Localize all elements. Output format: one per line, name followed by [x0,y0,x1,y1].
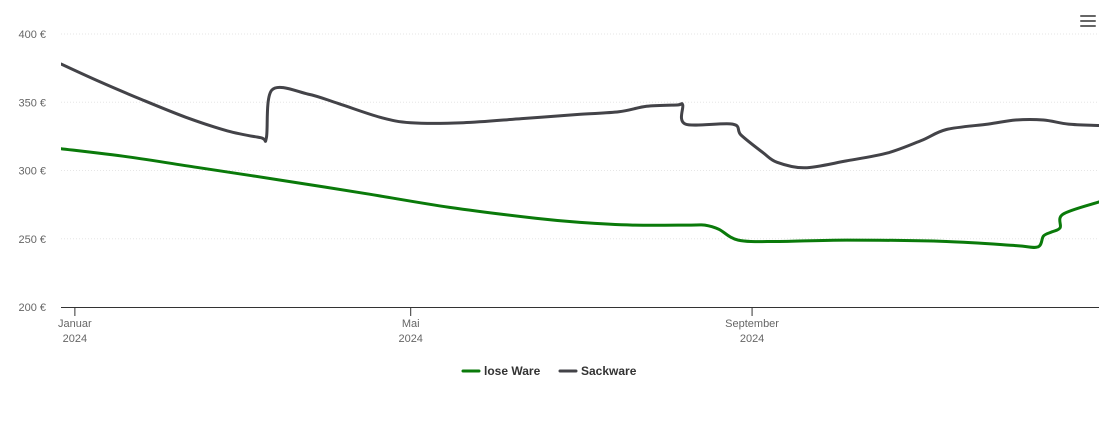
x-tick-year-label: 2024 [63,333,87,345]
x-axis: Januar 2024 Mai 2024 September 2024 [58,307,1099,345]
y-tick-label: 300 € [18,166,46,178]
legend-item[interactable]: lose Ware [461,364,541,378]
legend-label: Sackware [581,364,637,378]
y-tick-label: 400 € [18,29,46,41]
series-line-sackware[interactable] [61,62,1099,170]
series-line-lose-ware[interactable] [61,147,1099,249]
x-tick-year-label: 2024 [740,333,764,345]
chart-menu-button[interactable] [1076,10,1100,32]
hamburger-menu-icon [1080,20,1096,22]
y-tick-label: 350 € [18,97,46,109]
y-tick-label: 250 € [18,234,46,246]
legend[interactable]: lose Ware Sackware [461,364,637,378]
x-tick-label: September [725,318,779,330]
y-tick-label: 200 € [18,302,46,314]
series-lines [61,62,1099,249]
x-tick-year-label: 2024 [398,333,422,345]
x-tick-label: Mai [402,318,420,330]
hamburger-menu-icon [1080,25,1096,27]
hamburger-menu-icon [1080,15,1096,17]
legend-item[interactable]: Sackware [558,364,637,378]
y-axis-tick-labels: 200 € 250 € 300 € 350 € 400 € [18,29,46,314]
x-tick-label: Januar [58,318,92,330]
legend-label: lose Ware [484,364,541,378]
y-gridlines [61,33,1099,240]
